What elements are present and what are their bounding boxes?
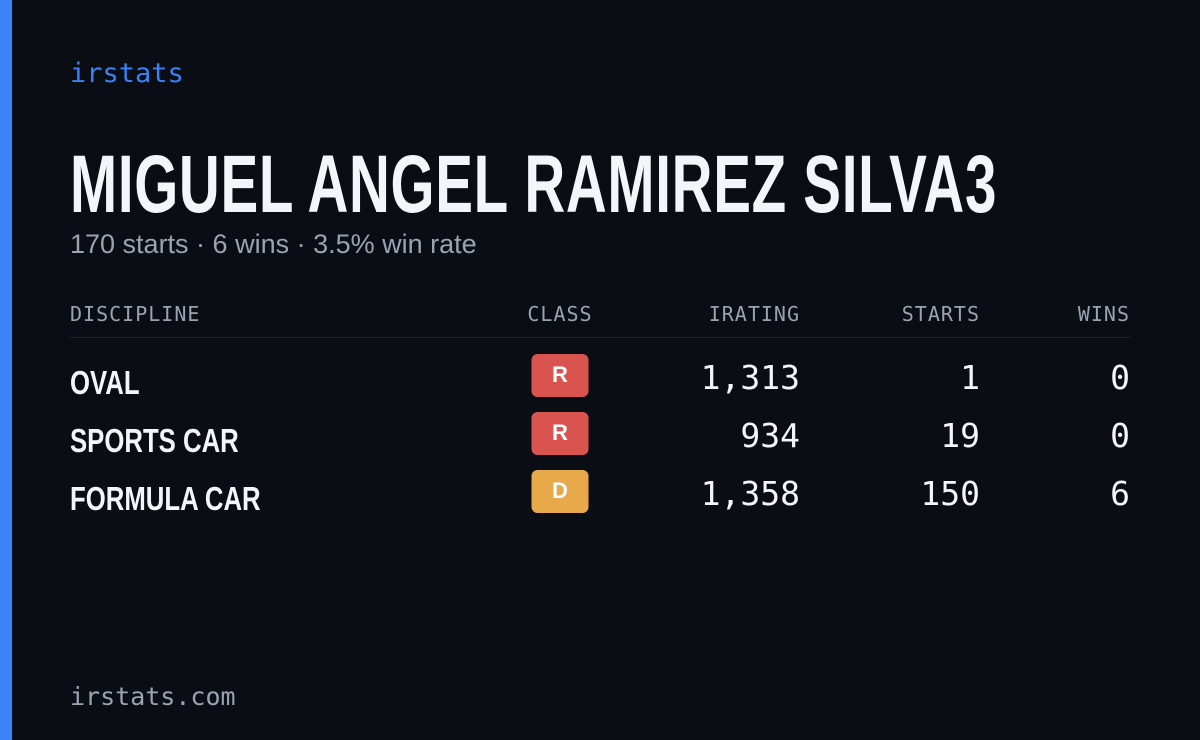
starts: 1	[960, 358, 980, 397]
summary: 170 starts · 6 wins · 3.5% win rate	[70, 229, 477, 259]
discipline: FORMULA CAR	[70, 480, 261, 517]
wins: 0	[1110, 416, 1130, 455]
column-header: CLASS	[527, 302, 593, 326]
starts: 19	[940, 416, 980, 455]
starts: 150	[920, 474, 980, 513]
class-badge: D	[531, 470, 589, 513]
column-header: WINS	[1077, 302, 1130, 326]
class-badge: R	[531, 412, 589, 455]
wins: 6	[1110, 474, 1130, 513]
wins: 0	[1110, 358, 1130, 397]
accent-stripe	[0, 0, 12, 740]
irating: 1,358	[700, 474, 800, 513]
column-header: IRATING	[708, 302, 800, 326]
driver-name: MIGUEL ANGEL RAMIREZ SILVA3	[70, 139, 998, 230]
class-badge: R	[531, 354, 589, 397]
footer: irstats.com	[70, 682, 236, 711]
irating: 1,313	[700, 358, 800, 397]
irating: 934	[740, 416, 800, 455]
discipline: SPORTS CAR	[70, 422, 239, 459]
header-rule	[70, 337, 1130, 338]
discipline: OVAL	[70, 364, 140, 401]
brand: irstats	[70, 58, 184, 89]
column-header: STARTS	[901, 302, 980, 326]
column-header: DISCIPLINE	[70, 302, 201, 326]
